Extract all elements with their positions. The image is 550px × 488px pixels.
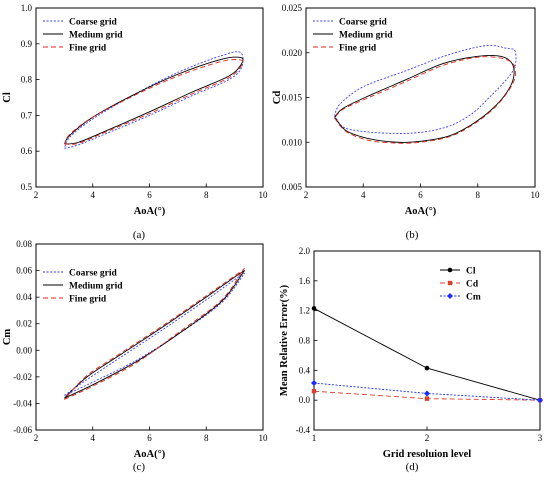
y-axis-title: Cl [2,92,13,103]
data-point-cd [424,396,430,401]
y-axis-title: Cd [272,91,283,105]
x-tick-label: 4 [91,190,96,200]
y-tick-label: -0.02 [13,372,32,382]
y-tick-label: 0.0 [299,395,311,405]
series-line-medium-grid [334,54,515,143]
y-tick-label: 0.9 [21,39,33,49]
data-point-cm [424,390,430,397]
x-tick-label: 4 [91,433,96,443]
x-tick-label: 3 [538,433,543,443]
legend-marker [447,267,453,273]
data-point-cl [311,306,317,311]
x-tick-label: 8 [204,190,209,200]
legend-marker [447,293,453,299]
y-tick-label: 1.2 [299,306,310,316]
data-point-cd [311,389,317,394]
plot-frame [313,250,541,431]
x-tick-label: 1 [312,433,317,443]
x-tick-label: 10 [259,190,269,200]
x-tick-label: 2 [34,190,39,200]
chart-panel-c: 2 4 6 8 10 -0.06 -0.04 -0.02 0.00 0.02 0.04 0.06 0.0… [2,239,268,473]
y-tick-label: -0.06 [13,425,32,435]
panel-caption: (b) [406,229,419,241]
x-axis-title: Grid resoluion level [383,449,472,460]
data-point-cm [537,397,543,404]
legend-label: Coarse grid [69,269,117,279]
legend-label: Coarse grid [339,18,387,28]
y-tick-label: 0.005 [282,182,303,192]
x-axis-title: AoA(°) [134,449,166,460]
legend-label: Fine grid [69,44,107,54]
chart-panel-a: 2 4 6 8 10 0.5 0.6 0.7 0.8 0.9 1.0 AoA(°) Cl (a) Coars… [2,3,268,241]
x-tick-label: 6 [147,433,152,443]
series-line-medium-grid [63,56,244,145]
panel-caption: (a) [133,229,146,241]
data-point-cl [424,365,430,371]
y-tick-label: -0.4 [296,425,311,435]
chart-panel-b: 2 4 6 8 10 0.005 0.010 0.015 0.020 0.025 AoA(°) Cd (… [272,3,540,241]
y-tick-label: 0.7 [21,110,33,120]
legend-label: Medium grid [69,31,123,41]
legend-label: Fine grid [69,295,107,305]
y-tick-label: 0.4 [299,365,311,375]
y-tick-label: 0.8 [21,75,33,85]
data-point-cm [311,380,317,387]
legend-label: Cd [466,280,479,290]
x-tick-label: 8 [476,190,481,200]
series-line-coarse-grid [64,272,245,396]
y-tick-label: 0.08 [16,239,32,249]
x-tick-label: 8 [204,433,209,443]
y-tick-label: -0.04 [13,398,32,408]
y-tick-label: 0.020 [282,48,303,58]
y-tick-label: 0.02 [16,319,32,329]
y-tick-label: 2.0 [299,246,311,256]
y-axis-title: Cm [2,329,13,346]
x-tick-label: 2 [425,433,430,443]
y-tick-label: 0.6 [21,146,33,156]
y-tick-label: 0.010 [282,137,303,147]
legend-label: Fine grid [339,44,377,54]
x-tick-label: 4 [361,190,366,200]
series-line-fine-grid [64,268,245,400]
legend-label: Medium grid [339,31,393,41]
y-tick-label: 0.00 [16,345,32,355]
y-tick-label: 0.025 [282,3,303,13]
series-line-coarse-grid [334,44,517,134]
x-axis-title: AoA(°) [134,206,166,217]
y-tick-label: 0.015 [282,93,303,103]
chart-panel-d: 1 2 3 -0.4 0.0 0.4 0.8 1.2 1.6 2.0 Grid resoluion … [279,246,543,473]
x-tick-label: 2 [34,433,39,443]
y-tick-label: 1.6 [299,276,311,286]
series-line-medium-grid [64,270,245,399]
x-tick-label: 10 [259,433,269,443]
y-tick-label: 0.8 [299,336,311,346]
series-line-fine-grid [334,56,517,144]
x-tick-label: 6 [418,190,423,200]
legend-marker [447,280,453,286]
y-tick-label: 0.04 [16,292,32,302]
y-axis-title: Mean Relative Error(%) [279,284,290,396]
y-tick-label: 1.0 [21,3,33,13]
series-line-coarse-grid [63,51,244,149]
x-tick-label: 6 [147,190,152,200]
y-tick-label: 0.06 [16,266,32,276]
legend-label: Cl [466,267,476,277]
legend-label: Medium grid [69,282,123,292]
panel-caption: (d) [406,461,419,473]
x-tick-label: 10 [531,190,541,200]
x-axis-title: AoA(°) [405,206,437,217]
legend-label: Cm [466,293,481,303]
legend-label: Coarse grid [69,18,117,28]
x-tick-label: 2 [304,190,309,200]
series-line-fine-grid [63,59,244,145]
y-tick-label: 0.5 [21,182,33,192]
panel-caption: (c) [133,461,146,473]
